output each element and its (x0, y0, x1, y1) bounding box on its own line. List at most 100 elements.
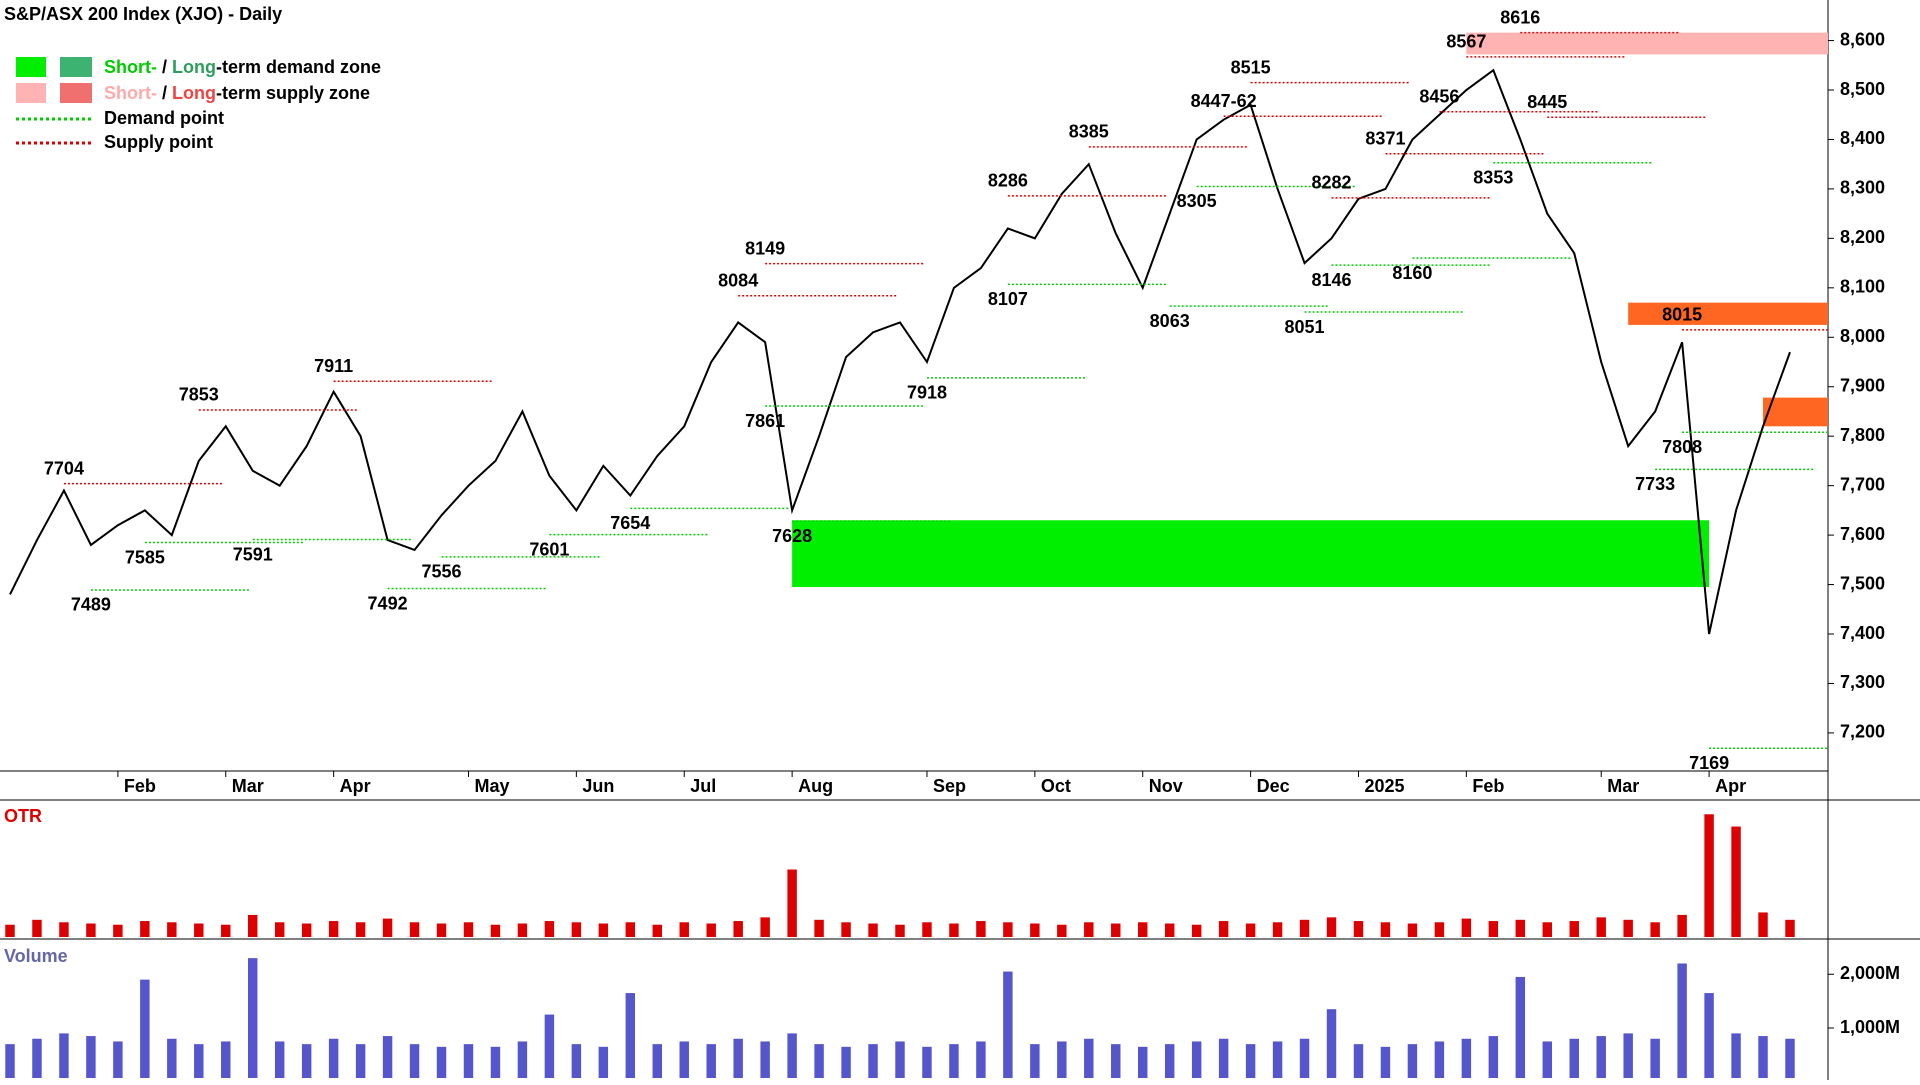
bar (301, 923, 312, 937)
bar (841, 1046, 851, 1078)
legend-part: / (157, 83, 172, 103)
bar (679, 1041, 689, 1078)
bar (760, 917, 770, 937)
x-tick-label: Oct (1041, 776, 1071, 796)
bar (625, 922, 636, 937)
bar (140, 979, 150, 1078)
y-tick-label: 8,200 (1840, 227, 1885, 247)
price-annotation: 8015 (1662, 305, 1702, 325)
bar (1245, 923, 1256, 937)
legend-swatch (16, 83, 46, 103)
bar (868, 1044, 878, 1078)
bar (1326, 1009, 1337, 1078)
x-tick-label: Nov (1149, 776, 1183, 796)
legend-label: Short- / Long-term supply zone (104, 83, 370, 103)
bar (922, 922, 932, 937)
price-annotation: 8282 (1311, 173, 1351, 193)
bar (1138, 922, 1148, 937)
price-annotation: 8447-62 (1191, 91, 1257, 111)
bar (787, 1033, 797, 1078)
x-tick-label: Jun (582, 776, 614, 796)
x-tick-label: Apr (340, 776, 371, 796)
bar (1623, 919, 1633, 937)
price-annotation: 7169 (1689, 753, 1729, 773)
bar (86, 1036, 96, 1078)
price-annotation: 7654 (610, 513, 650, 533)
bar (679, 922, 689, 937)
bar (1380, 1046, 1391, 1078)
bar (1299, 919, 1310, 937)
price-annotation: 7492 (368, 593, 408, 613)
bar (571, 1044, 582, 1078)
price-annotation: 8456 (1419, 87, 1459, 107)
legend-swatch (60, 83, 92, 103)
price-annotation: 8385 (1069, 122, 1109, 142)
bar (1785, 1038, 1795, 1078)
bar (1191, 924, 1202, 937)
legend-swatch (16, 57, 46, 77)
bar (1218, 921, 1229, 937)
y-tick-label: 8,400 (1840, 128, 1885, 148)
bar (544, 1014, 555, 1078)
bar (1272, 922, 1283, 937)
price-line (9, 68, 1791, 635)
price-annotation: 8051 (1285, 317, 1325, 337)
bar (706, 1044, 716, 1078)
bar (868, 923, 878, 937)
price-annotation: 7489 (71, 595, 111, 615)
bar (1542, 922, 1552, 937)
bar (140, 921, 150, 937)
price-annotation: 7591 (233, 544, 273, 564)
price-annotation: 7585 (125, 547, 165, 567)
bar (86, 923, 96, 937)
x-tick-label: Feb (1472, 776, 1504, 796)
price-annotation: 8371 (1365, 129, 1405, 149)
price-annotation: 8084 (718, 270, 758, 290)
bar (1272, 1041, 1283, 1078)
bar (194, 1044, 204, 1078)
bar (167, 922, 177, 937)
bar (490, 924, 501, 937)
bar (1084, 1038, 1094, 1078)
bar (1138, 1046, 1148, 1078)
zone (792, 520, 1710, 588)
bar (652, 924, 662, 937)
bar (274, 1041, 285, 1078)
bar (1164, 1044, 1175, 1078)
price-annotation: 8515 (1231, 57, 1271, 77)
bar (221, 924, 231, 937)
bar (652, 1044, 662, 1078)
x-tick-label: 2025 (1364, 776, 1404, 796)
x-tick-label: Mar (1607, 776, 1639, 796)
y-tick-label: 7,400 (1840, 623, 1885, 643)
bar (1677, 914, 1687, 937)
legend-part: Short- (104, 57, 157, 77)
price-annotation: 7911 (314, 356, 353, 376)
bar (301, 1044, 312, 1078)
legend-label: Supply point (104, 132, 213, 152)
x-tick-label: Aug (798, 776, 833, 796)
x-tick-label: Jul (690, 776, 716, 796)
bar (1003, 922, 1013, 937)
price-annotation: 8445 (1527, 92, 1567, 112)
y-tick-label: 8,000 (1840, 326, 1885, 346)
bar (895, 924, 905, 937)
bar (248, 958, 258, 1078)
price-annotation: 7918 (907, 383, 947, 403)
bar (1353, 1044, 1364, 1078)
bar (1461, 1038, 1472, 1078)
bar (409, 922, 420, 937)
bar (32, 1038, 42, 1078)
bar (598, 1046, 609, 1078)
bar (976, 1041, 986, 1078)
price-annotation: 7808 (1662, 437, 1702, 457)
bar (949, 1044, 959, 1078)
x-tick-label: Apr (1715, 776, 1746, 796)
bar (113, 924, 123, 937)
bar (1218, 1038, 1229, 1078)
y-tick-label: 8,300 (1840, 178, 1885, 198)
bar (787, 869, 797, 937)
bar (598, 923, 609, 937)
bar (922, 1046, 932, 1078)
